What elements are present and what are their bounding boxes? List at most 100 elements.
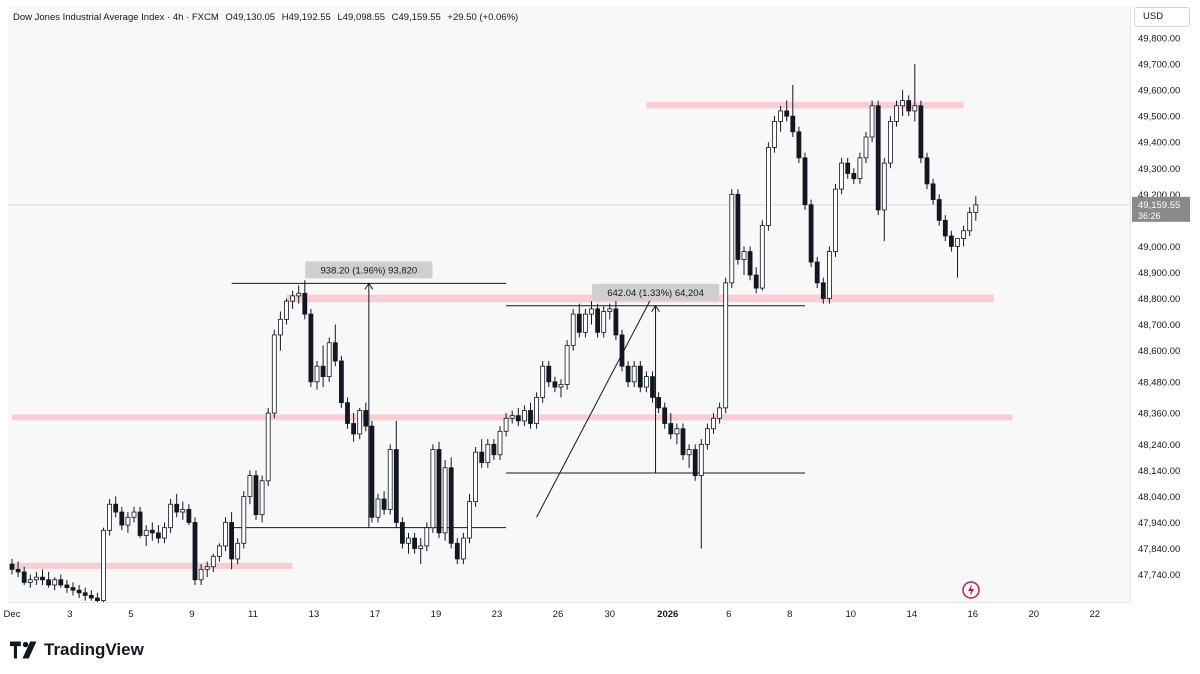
candle-down	[174, 503, 180, 513]
candle-down	[820, 282, 826, 299]
legend-low: L49,098.55	[337, 12, 386, 23]
candle-down	[942, 219, 948, 237]
candle-down	[149, 529, 155, 534]
measure-label-bg	[591, 283, 720, 301]
candle-up	[424, 527, 430, 547]
x-tick-label: 6	[726, 609, 731, 620]
candle-down	[393, 449, 399, 523]
measure-label-text: 642.04 (1.33%) 64,204	[607, 288, 704, 299]
candle-down	[491, 443, 497, 456]
candle-down	[528, 410, 533, 424]
candle-down	[448, 467, 454, 544]
candle-up	[540, 365, 546, 398]
candle-up	[406, 537, 411, 544]
candle-up	[216, 545, 222, 557]
candle-down	[192, 522, 198, 581]
x-tick-label: Dec	[4, 609, 21, 620]
candle-down	[381, 498, 387, 510]
candle-down	[650, 376, 655, 398]
candle-down	[814, 261, 820, 284]
legend-high: H49,192.55	[281, 12, 331, 23]
x-tick-label: 30	[605, 609, 616, 620]
candle-up	[522, 410, 527, 422]
candle-down	[95, 597, 100, 602]
candle-up	[180, 509, 186, 513]
candle-down	[918, 105, 924, 159]
candle-down	[88, 594, 94, 599]
candle-up	[418, 545, 424, 549]
candle-up	[686, 449, 692, 456]
candle-up	[430, 449, 436, 529]
candle-down	[21, 571, 27, 583]
candle-up	[833, 188, 838, 253]
x-tick-label: 17	[370, 609, 381, 620]
candle-down	[412, 537, 418, 549]
candle-down	[229, 522, 235, 560]
candle-up	[955, 238, 960, 247]
legend-symbol: Dow Jones Industrial Average Index · 4h …	[13, 12, 219, 23]
x-tick-label: 20	[1028, 609, 1039, 620]
candle-down	[58, 579, 64, 586]
candle-up	[894, 105, 899, 122]
candle-up	[509, 415, 515, 419]
x-tick-label: 2026	[657, 609, 678, 620]
candle-up	[729, 193, 735, 284]
candle-down	[924, 157, 930, 185]
candle-down	[186, 509, 192, 523]
candle-down	[308, 313, 314, 383]
y-tick-label: 48,040.00	[1138, 492, 1180, 503]
candle-up	[503, 417, 509, 432]
candle-down	[320, 365, 326, 378]
x-tick-label: 8	[787, 609, 792, 620]
time-axis[interactable]	[8, 602, 1130, 627]
candle-down	[399, 522, 405, 544]
candle-down	[363, 410, 369, 427]
candle-up	[961, 230, 966, 239]
candle-up	[534, 397, 539, 424]
alert-bolt-icon	[968, 584, 974, 596]
currency-selector[interactable]: USD	[1134, 7, 1190, 27]
candle-up	[967, 212, 973, 232]
candle-down	[82, 592, 88, 596]
current-price-tag	[1132, 196, 1190, 222]
candle-up	[589, 308, 594, 315]
y-tick-label: 48,360.00	[1138, 409, 1180, 420]
zone-rect	[12, 562, 293, 569]
plot-layer	[8, 64, 1130, 602]
candle-down	[137, 511, 143, 536]
candle-up	[631, 365, 637, 383]
legend-change: +29.50 (+0.06%)	[447, 12, 519, 23]
measure-arrow-head	[651, 304, 660, 313]
candle-up	[107, 503, 112, 531]
candle-up	[357, 410, 363, 435]
candle-up	[198, 568, 204, 581]
candle-down	[808, 204, 814, 263]
x-tick-label: 9	[189, 609, 194, 620]
candle-down	[155, 532, 161, 539]
candle-up	[442, 467, 448, 534]
candle-down	[113, 503, 119, 513]
candle-down	[515, 415, 521, 422]
candle-up	[168, 503, 174, 529]
symbol-legend: Dow Jones Industrial Average Index · 4h …	[13, 12, 522, 23]
candle-down	[930, 183, 936, 200]
candle-up	[460, 537, 466, 560]
candle-up	[698, 443, 704, 476]
x-tick-label: 5	[128, 609, 133, 620]
y-tick-label: 49,500.00	[1138, 112, 1180, 123]
candle-up	[570, 313, 576, 346]
candle-up	[863, 136, 869, 159]
candle-down	[949, 235, 954, 247]
candle-down	[436, 449, 442, 534]
candle-up	[723, 282, 729, 409]
candle-down	[625, 365, 631, 383]
candle-down	[906, 100, 912, 112]
candle-down	[40, 576, 45, 581]
price-axis[interactable]	[1130, 6, 1193, 602]
candle-up	[125, 516, 131, 526]
measure-label: 642.04 (1.33%) 64,204	[591, 283, 720, 301]
candle-down	[369, 425, 375, 518]
candle-down	[351, 423, 357, 435]
y-tick-label: 48,700.00	[1138, 320, 1180, 331]
candle-down	[576, 313, 582, 333]
